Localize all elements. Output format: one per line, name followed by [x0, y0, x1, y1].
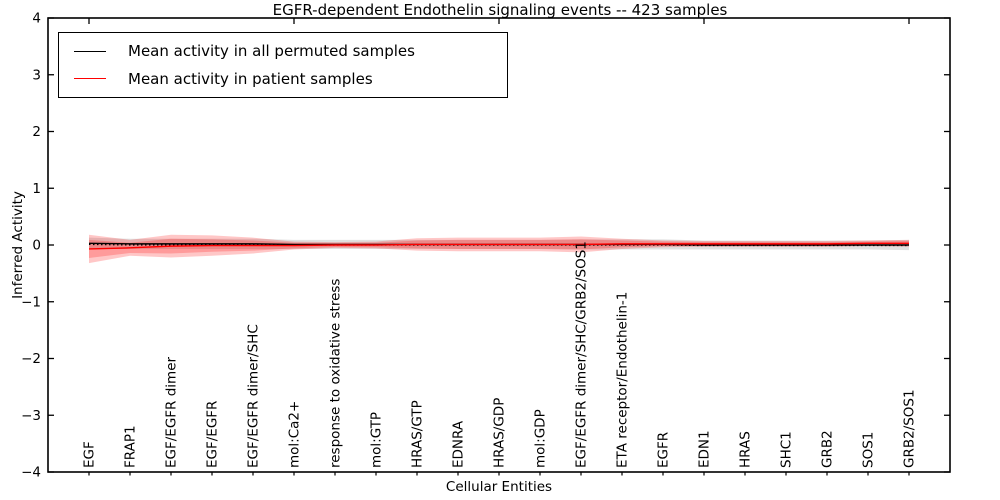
x-tick-label: mol:GTP — [369, 412, 385, 468]
x-tick-label: GRB2/SOS1 — [902, 389, 918, 468]
y-tick-label: 3 — [32, 67, 41, 83]
y-tick-label: −3 — [21, 408, 41, 424]
x-tick-label: SOS1 — [861, 432, 877, 468]
y-tick-label: 4 — [32, 11, 41, 27]
x-tick-label: GRB2 — [820, 430, 836, 468]
x-axis-title: Cellular Entities — [445, 479, 553, 495]
y-axis-title: Inferred Activity — [10, 191, 26, 299]
series-line-mean-activity-in-patient-samples — [88, 242, 909, 250]
axes-spines — [47, 17, 951, 473]
legend-row: Mean activity in all permuted samples — [59, 42, 507, 60]
y-tick-label: 0 — [32, 238, 41, 254]
x-tick-label: EGF/EGFR — [205, 401, 221, 468]
x-tick-label: FRAP1 — [123, 425, 139, 468]
y-tick-label: 2 — [32, 124, 41, 140]
y-tick-label: −1 — [21, 294, 41, 310]
x-tick-label: response to oxidative stress — [328, 279, 344, 468]
legend-line-swatch — [74, 78, 106, 80]
x-tick-label: EGFR — [656, 432, 672, 468]
x-tick-label: mol:GDP — [533, 409, 549, 468]
x-tick-label: EGF — [82, 441, 98, 468]
x-tick-label: HRAS/GDP — [492, 398, 508, 468]
legend-label: Mean activity in all permuted samples — [128, 42, 415, 61]
y-tick-label: −2 — [21, 351, 41, 367]
x-tick-label: HRAS — [738, 431, 754, 468]
legend-line-swatch — [74, 50, 106, 52]
legend-label: Mean activity in patient samples — [128, 69, 373, 88]
y-tick-label: 1 — [32, 181, 41, 197]
y-tick-label: −4 — [21, 465, 41, 481]
x-tick-label: EGF/EGFR dimer/SHC — [246, 324, 262, 468]
x-tick-label: EDNRA — [451, 420, 467, 468]
x-tick-label: mol:Ca2+ — [287, 401, 303, 468]
legend-box: Mean activity in all permuted samples Mea… — [58, 32, 508, 98]
x-tick-label: SHC1 — [779, 431, 795, 468]
x-tick-label: EGF/EGFR dimer/SHC/GRB2/SOS1 — [574, 241, 590, 468]
x-tick-label: ETA receptor/Endothelin-1 — [615, 292, 631, 468]
legend-row: Mean activity in patient samples — [59, 70, 507, 88]
x-tick-label: EDN1 — [697, 430, 713, 468]
chart-title: EGFR-dependent Endothelin signaling even… — [272, 1, 728, 19]
band-patient-samples-spread-outer- — [89, 234, 909, 264]
x-tick-label: HRAS/GTP — [410, 400, 426, 468]
x-tick-label: EGF/EGFR dimer — [164, 356, 180, 468]
